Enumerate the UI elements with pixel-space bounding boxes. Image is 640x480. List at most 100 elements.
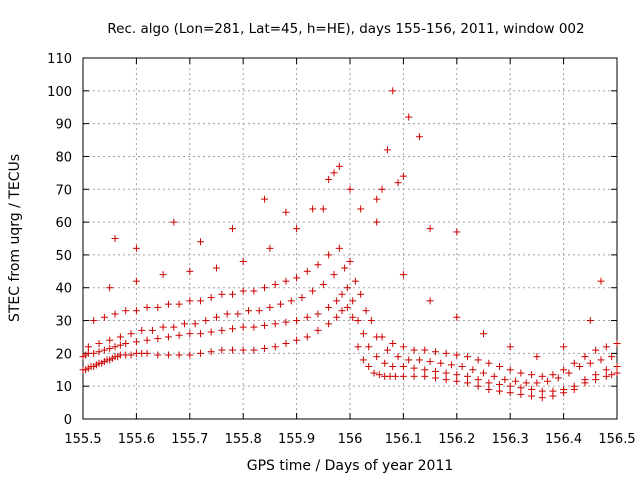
data-point	[357, 290, 365, 298]
data-point	[517, 390, 525, 398]
data-point	[506, 343, 514, 351]
data-point	[261, 284, 269, 292]
data-point	[405, 113, 413, 121]
data-point	[421, 346, 429, 354]
data-point	[469, 366, 477, 374]
data-point	[325, 251, 333, 259]
data-point	[164, 351, 172, 359]
data-point	[333, 313, 341, 321]
data-point	[378, 333, 386, 341]
data-point	[100, 346, 108, 354]
data-point	[338, 307, 346, 315]
data-point	[207, 294, 215, 302]
x-tick-label: 155.9	[278, 432, 315, 447]
data-point	[378, 185, 386, 193]
data-point	[338, 290, 346, 298]
data-point	[335, 162, 343, 170]
data-point	[410, 364, 418, 372]
data-point	[544, 377, 552, 385]
data-point	[245, 307, 253, 315]
data-point	[277, 300, 285, 308]
data-point	[343, 284, 351, 292]
data-point	[282, 208, 290, 216]
data-point	[560, 385, 568, 393]
axis-ticks: 155.5 155.6 155.7 155.8 155.9 156 156.1 156.2 15…	[47, 52, 635, 447]
data-point	[405, 356, 413, 364]
data-point	[111, 310, 119, 318]
chart-title: Rec. algo (Lon=281, Lat=45, h=HE), days …	[107, 21, 584, 37]
data-point	[287, 297, 295, 305]
data-point	[303, 333, 311, 341]
data-point	[442, 349, 450, 357]
data-point	[122, 340, 130, 348]
data-point	[309, 205, 317, 213]
data-point	[362, 307, 370, 315]
data-point	[239, 323, 247, 331]
data-point	[480, 330, 487, 338]
data-point	[528, 392, 536, 400]
data-point	[357, 205, 365, 213]
data-point	[333, 297, 341, 305]
data-point	[229, 225, 237, 233]
data-point	[111, 343, 119, 351]
y-axis-label: STEC from uqrg / TECUs	[7, 154, 23, 322]
data-point	[613, 362, 621, 370]
data-point	[95, 348, 103, 356]
data-point	[159, 323, 167, 331]
data-point	[474, 376, 482, 384]
data-point	[202, 317, 210, 325]
data-point	[186, 330, 194, 338]
y-tick-label: 10	[55, 380, 72, 395]
data-point	[349, 313, 357, 321]
data-point	[365, 343, 373, 351]
data-point	[602, 372, 610, 380]
data-point	[586, 317, 594, 325]
x-tick-label: 156.3	[492, 432, 529, 447]
x-tick-label: 155.8	[225, 432, 262, 447]
data-point	[218, 290, 226, 298]
data-point	[453, 228, 461, 236]
data-point	[354, 317, 362, 325]
data-point	[421, 366, 429, 374]
data-point	[325, 175, 333, 183]
data-point	[143, 303, 151, 311]
data-point	[175, 331, 183, 339]
data-point	[453, 351, 461, 359]
data-point	[528, 371, 536, 379]
data-point	[528, 385, 536, 393]
data-point	[223, 310, 231, 318]
data-point	[538, 387, 546, 395]
data-point	[271, 320, 279, 328]
data-point	[111, 235, 119, 242]
data-point	[250, 287, 258, 295]
data-point	[186, 267, 194, 275]
data-point	[463, 353, 471, 361]
data-point	[132, 338, 140, 346]
data-point	[592, 346, 600, 354]
y-tick-label: 70	[55, 183, 72, 198]
data-point	[170, 323, 178, 331]
data-point	[335, 244, 343, 252]
data-point	[426, 297, 434, 305]
data-point	[255, 307, 263, 315]
data-point	[132, 277, 140, 285]
data-point	[421, 372, 429, 380]
data-point	[314, 310, 322, 318]
data-point	[234, 310, 242, 318]
data-point	[447, 361, 455, 369]
data-point	[389, 87, 397, 95]
data-point	[549, 387, 557, 395]
data-point	[538, 372, 546, 380]
data-point	[175, 351, 183, 359]
data-point	[399, 362, 407, 370]
data-point	[84, 343, 92, 351]
data-point	[293, 274, 301, 282]
data-point	[381, 359, 389, 367]
data-point	[319, 205, 327, 213]
data-point	[431, 374, 439, 382]
data-point	[426, 358, 434, 366]
data-point	[474, 356, 482, 364]
data-point	[373, 195, 381, 203]
data-point	[517, 384, 525, 392]
data-point	[399, 271, 407, 279]
